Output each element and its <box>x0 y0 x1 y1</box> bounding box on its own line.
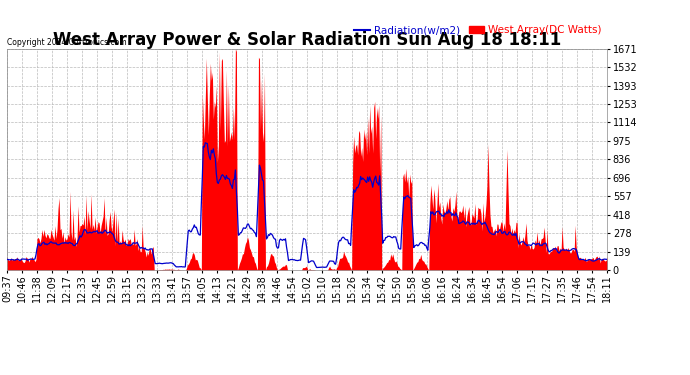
Legend: Radiation(w/m2), West Array(DC Watts): Radiation(w/m2), West Array(DC Watts) <box>355 25 602 35</box>
Text: Copyright 2024 Curtronics.com: Copyright 2024 Curtronics.com <box>7 38 126 46</box>
Title: West Array Power & Solar Radiation Sun Aug 18 18:11: West Array Power & Solar Radiation Sun A… <box>53 31 561 49</box>
